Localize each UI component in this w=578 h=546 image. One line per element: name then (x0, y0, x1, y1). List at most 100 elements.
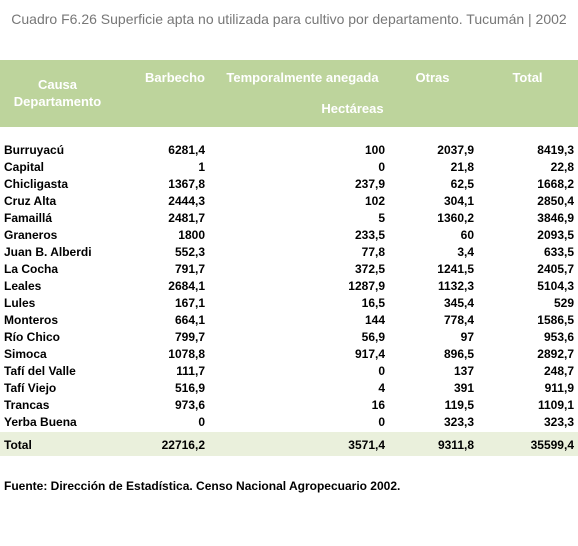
row-label: Monteros (4, 313, 58, 327)
row-label: Yerba Buena (4, 415, 77, 429)
cell: 144 (364, 313, 385, 327)
table-row: Tafí del Valle 111,7 0 137 248,7 (0, 363, 578, 380)
row-label: Famaillá (4, 211, 53, 225)
cell: 3,4 (457, 245, 474, 259)
cell: 233,5 (354, 228, 385, 242)
column-header: Otras (415, 70, 450, 85)
table-row: Monteros 664,1 144 778,4 1586,5 (0, 312, 578, 329)
cell: 3571,4 (348, 438, 385, 452)
cell: 529 (553, 296, 574, 310)
cell: 97 (460, 330, 474, 344)
cell: 2037,9 (437, 143, 474, 157)
cell: 799,7 (174, 330, 205, 344)
cell: 911,9 (544, 381, 574, 395)
cell: 248,7 (543, 364, 574, 378)
row-label: Leales (4, 279, 42, 293)
row-label: La Cocha (4, 262, 59, 276)
cell: 2481,7 (168, 211, 205, 225)
cell: 167,1 (174, 296, 205, 310)
cell: 516,9 (174, 381, 205, 395)
cell: 77,8 (361, 245, 385, 259)
table-row: Chicligasta 1367,8 237,9 62,5 1668,2 (0, 176, 578, 193)
table-row: Cruz Alta 2444,3 102 304,1 2850,4 (0, 193, 578, 210)
table-row: Capital 1 0 21,8 22,8 (0, 159, 578, 176)
row-label: Cruz Alta (4, 194, 57, 208)
row-label: Trancas (4, 398, 50, 412)
cell: 1360,2 (437, 211, 474, 225)
cell: 391 (453, 381, 474, 395)
cell: 5 (378, 211, 385, 225)
row-label: Total (4, 438, 32, 452)
table-row: Yerba Buena 0 0 323,3 323,3 (0, 414, 578, 431)
cell: 1241,5 (437, 262, 474, 276)
table-header: Causa Departamento Barbecho Temporalment… (0, 60, 578, 127)
unit-header: Hectáreas (321, 101, 384, 116)
cell: 323,3 (443, 415, 474, 429)
row-header-line: Causa (37, 77, 78, 92)
cell: 56,9 (361, 330, 385, 344)
source: Fuente: Dirección de Estadística. Censo … (4, 479, 401, 493)
cell: 16,5 (361, 296, 385, 310)
row-label: Tafí Viejo (4, 381, 57, 395)
cell: 22,8 (550, 160, 574, 174)
row-header-line: Departamento (13, 94, 102, 109)
cell: 2850,4 (537, 194, 574, 208)
title: Cuadro F6.26 Superficie apta no utilizad… (11, 11, 567, 27)
cell: 664,1 (174, 313, 205, 327)
cell: 2684,1 (168, 279, 205, 293)
cell: 100 (364, 143, 385, 157)
cell: 4 (378, 381, 385, 395)
cell: 16 (371, 398, 385, 412)
cell: 552,3 (174, 245, 205, 259)
cell: 1668,2 (537, 177, 574, 191)
cell: 8419,3 (537, 143, 574, 157)
column-header: Barbecho (145, 70, 205, 85)
cell: 137 (453, 364, 474, 378)
row-label: Graneros (4, 228, 58, 242)
cell: 102 (364, 194, 385, 208)
table-row: Lules 167,1 16,5 345,4 529 (0, 295, 578, 312)
cell: 304,1 (443, 194, 474, 208)
cell: 2093,5 (537, 228, 574, 242)
cell: 896,5 (443, 347, 474, 361)
cell: 119,5 (444, 398, 474, 412)
cell: 1586,5 (537, 313, 574, 327)
table-row: Leales 2684,1 1287,9 1132,3 5104,3 (0, 278, 578, 295)
cell: 953,6 (543, 330, 574, 344)
table-row: Trancas 973,6 16 119,5 1109,1 (0, 397, 578, 414)
cell: 2405,7 (537, 262, 574, 276)
table-row: Graneros 1800 233,5 60 2093,5 (0, 227, 578, 244)
cell: 5104,3 (537, 279, 574, 293)
cell: 0 (378, 364, 385, 378)
cell: 21,8 (450, 160, 474, 174)
table-row: Tafí Viejo 516,9 4 391 911,9 (0, 380, 578, 397)
cell: 111,7 (176, 364, 205, 378)
cell: 237,9 (354, 177, 385, 191)
table-row: La Cocha 791,7 372,5 1241,5 2405,7 (0, 261, 578, 278)
cell: 2892,7 (537, 347, 574, 361)
cell: 2444,3 (168, 194, 205, 208)
cell: 22716,2 (161, 438, 205, 452)
column-header: Total (512, 70, 543, 85)
table-row: Río Chico 799,7 56,9 97 953,6 (0, 329, 578, 346)
cell: 372,5 (354, 262, 385, 276)
row-label: Burruyacú (4, 143, 65, 157)
cell: 9311,8 (437, 438, 474, 452)
row-label: Tafí del Valle (4, 364, 76, 378)
cell: 791,7 (174, 262, 205, 276)
cell: 60 (460, 228, 474, 242)
row-label: Capital (4, 160, 45, 174)
row-label: Río Chico (4, 330, 60, 344)
cell: 1287,9 (348, 279, 385, 293)
cell: 917,4 (354, 347, 385, 361)
cell: 0 (378, 160, 385, 174)
cell: 3846,9 (537, 211, 574, 225)
row-header: Causa Departamento (0, 76, 115, 110)
row-label: Lules (4, 296, 36, 310)
table-body: Burruyacú 6281,4 100 2037,9 8419,3 Capital 1 0 2… (0, 142, 578, 452)
cell: 1367,8 (168, 177, 205, 191)
cell: 345,4 (443, 296, 474, 310)
row-label: Simoca (4, 347, 47, 361)
cell: 323,3 (543, 415, 574, 429)
